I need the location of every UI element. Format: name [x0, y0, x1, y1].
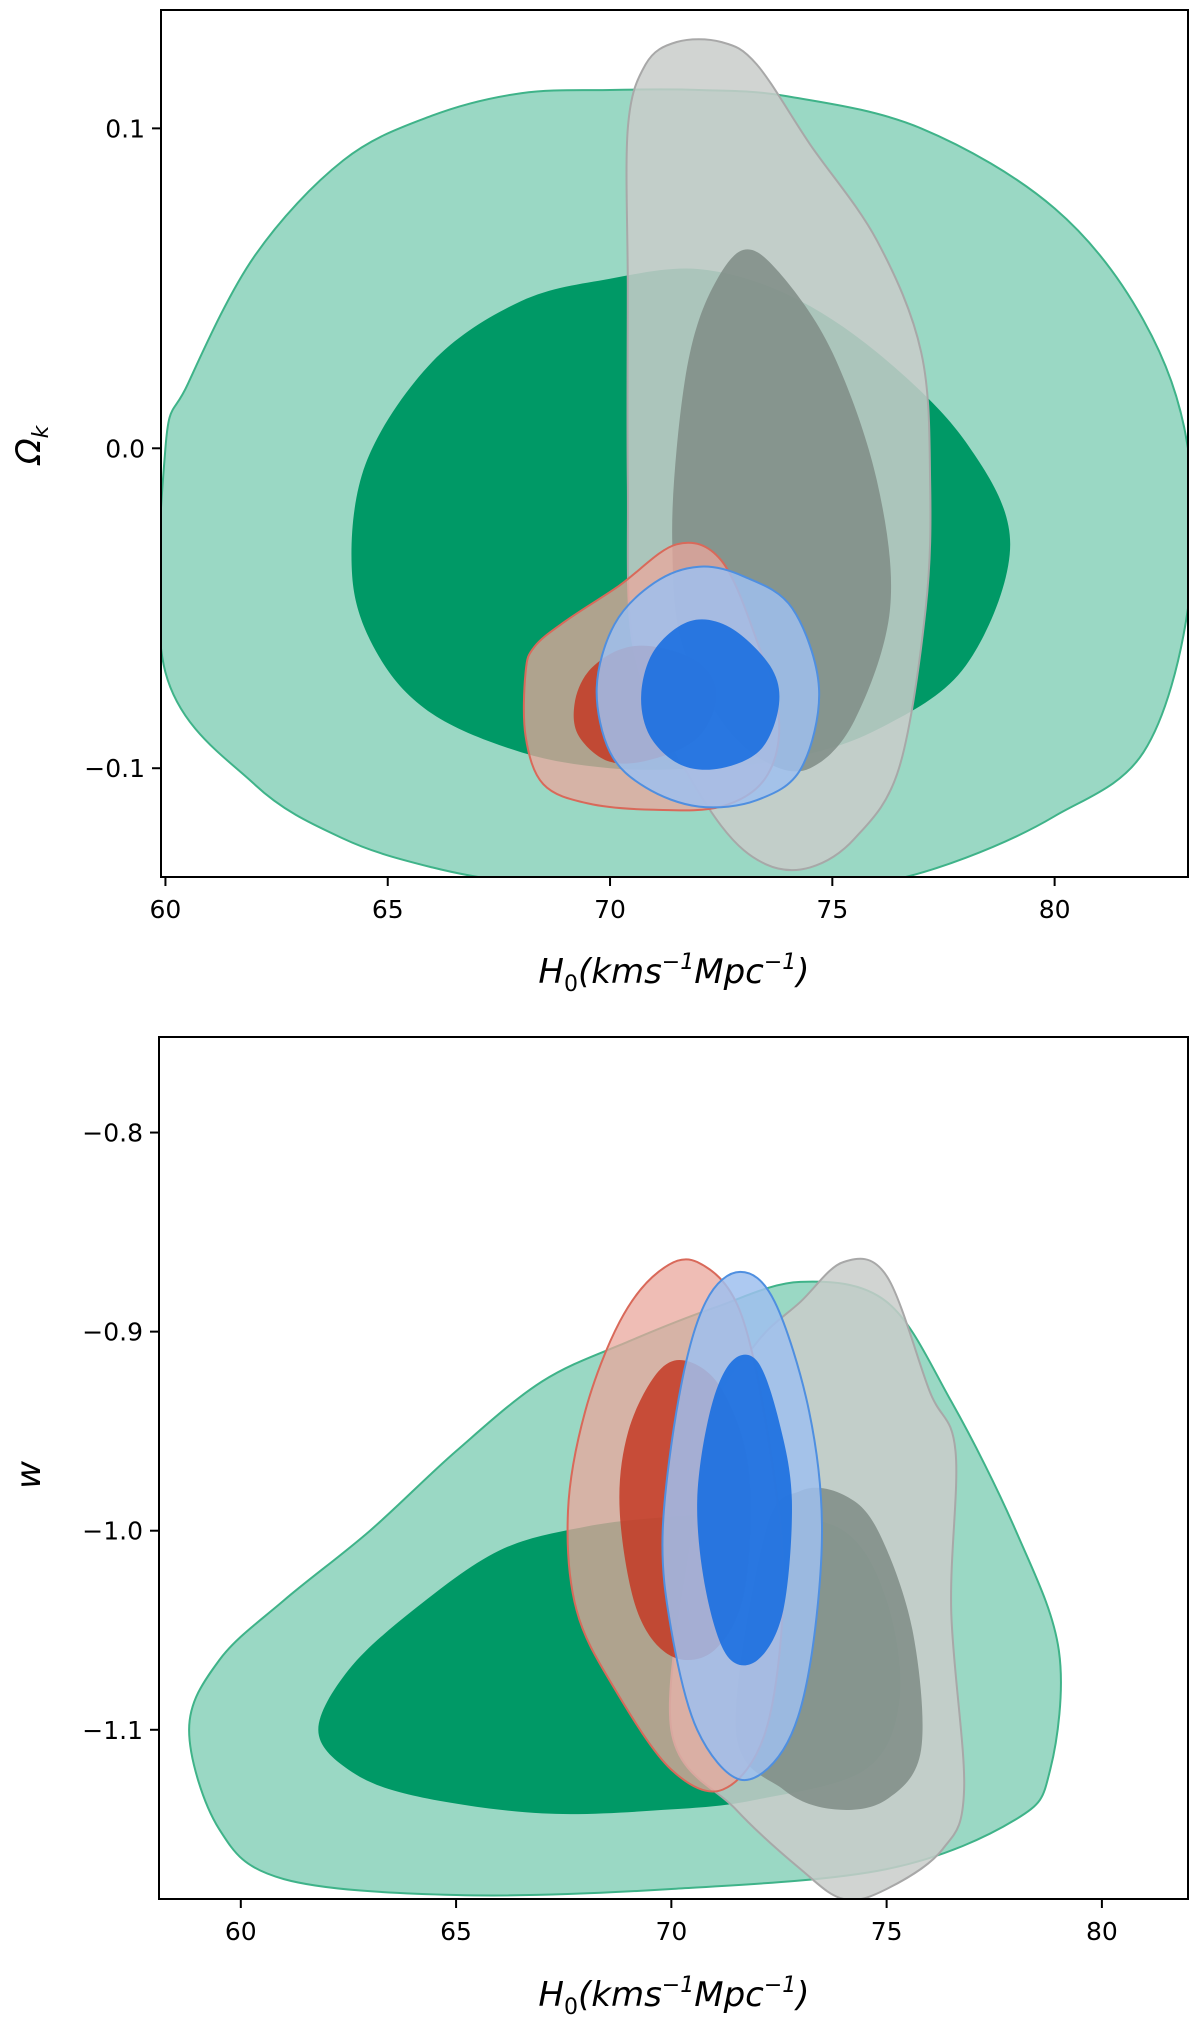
x-tick-label: 65 [440, 1917, 472, 1946]
plot-area-bottom [188, 1257, 1062, 1899]
x-tick-label: 70 [655, 1917, 687, 1946]
y-axis-label-bottom: w [9, 1461, 49, 1489]
y-tick-label: −1.1 [82, 1716, 143, 1745]
axes-frame-top [160, 9, 1189, 878]
y-tick-label: 0.1 [105, 114, 145, 143]
contour-blue-68 [641, 619, 780, 770]
x-tick-label: 75 [871, 1917, 903, 1946]
x-tick-label: 60 [225, 1917, 257, 1946]
plot-area-top [161, 38, 1188, 877]
x-tick-label: 80 [1039, 895, 1071, 924]
y-ticks-top: −0.1 0.0 0.1 [84, 114, 161, 783]
y-tick-label: 0.0 [105, 434, 145, 463]
panel-bottom: 60 65 70 75 80 −0.8 −0.9 −1.0 −1.1 H0(kms−1Mpc−… [9, 1036, 1189, 2020]
y-tick-label: −0.8 [82, 1119, 143, 1148]
x-tick-label: 60 [150, 895, 182, 924]
x-tick-label: 80 [1086, 1917, 1118, 1946]
x-axis-label-top: H0(kms−1Mpc−1) [538, 950, 809, 997]
contour-blue-68 [697, 1354, 792, 1666]
x-tick-label: 70 [594, 895, 626, 924]
y-tick-label: −0.9 [82, 1318, 143, 1347]
y-axis-label-top: Ωk [9, 424, 54, 466]
x-ticks-bottom: 60 65 70 75 80 [225, 1899, 1118, 1946]
panel-top: 60 65 70 75 80 −0.1 0.0 0.1 H0(kms−1Mpc−1) Ωk [9, 9, 1189, 997]
axes-frame-bottom [158, 1036, 1189, 1900]
x-axis-label-bottom: H0(kms−1Mpc−1) [538, 1973, 809, 2020]
x-tick-label: 75 [816, 895, 848, 924]
y-tick-label: −0.1 [84, 754, 145, 783]
x-tick-label: 65 [372, 895, 404, 924]
x-ticks-top: 60 65 70 75 80 [150, 877, 1071, 924]
y-tick-label: −1.0 [82, 1517, 143, 1546]
y-ticks-bottom: −0.8 −0.9 −1.0 −1.1 [82, 1119, 159, 1745]
